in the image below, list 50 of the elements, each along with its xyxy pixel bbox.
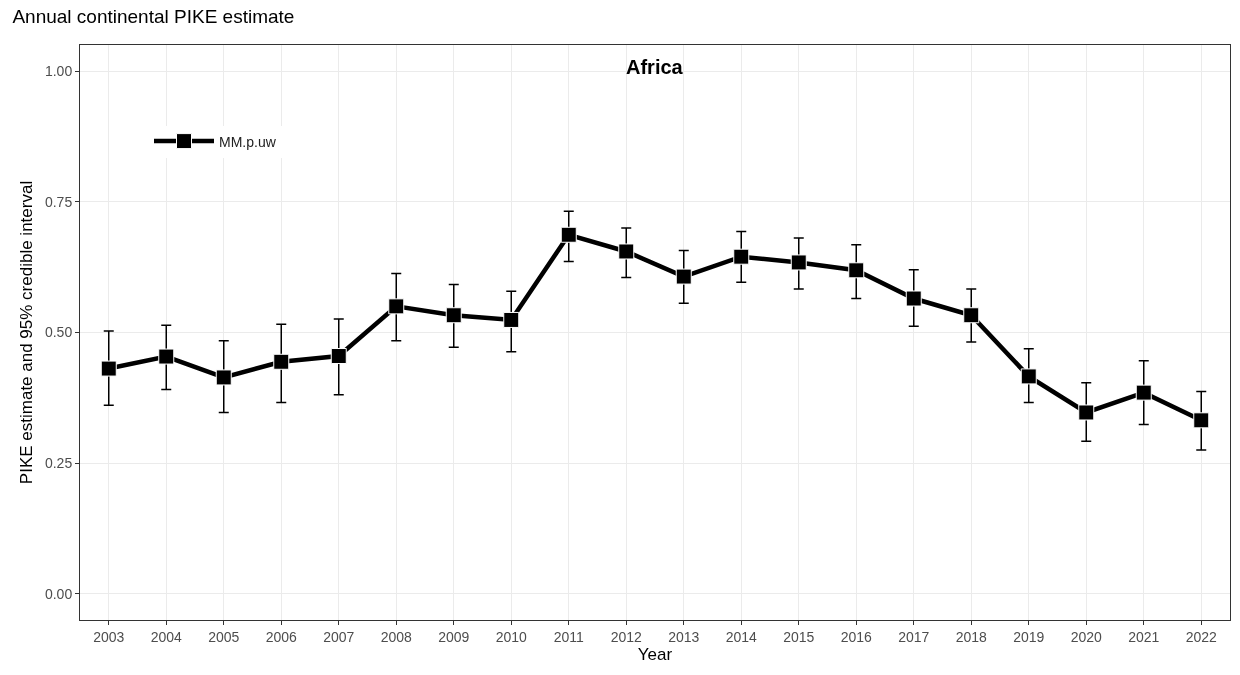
x-tick-label: 2004 <box>150 628 183 645</box>
point <box>790 254 807 271</box>
annotation: Africa <box>626 56 684 78</box>
point <box>388 298 405 315</box>
point <box>1135 384 1152 401</box>
x-tick-label: 2006 <box>265 628 298 645</box>
x-tick-label: 2009 <box>438 628 470 645</box>
point <box>273 353 290 370</box>
point <box>158 348 175 365</box>
point <box>675 268 692 285</box>
y-axis-title: PIKE estimate and 95% credible interval <box>16 180 36 485</box>
x-tick-label: 2003 <box>93 628 125 645</box>
point <box>100 360 117 377</box>
point <box>905 290 922 307</box>
x-tick-label: 2011 <box>553 628 585 645</box>
y-tick-label: 0.50 <box>44 324 73 341</box>
point <box>503 311 520 328</box>
x-tick-label: 2012 <box>610 628 643 645</box>
point <box>560 226 577 243</box>
point <box>963 307 980 324</box>
x-tick-label: 2021 <box>1128 628 1160 645</box>
x-tick-label: 2008 <box>380 628 413 645</box>
x-tick-label: 2019 <box>1013 628 1045 645</box>
point <box>848 262 865 279</box>
x-tick-label: 2005 <box>208 628 240 645</box>
chart-title: Annual continental PIKE estimate <box>12 6 295 28</box>
x-tick-label: 2014 <box>725 628 758 645</box>
legend-label: MM.p.uw <box>219 133 277 150</box>
x-tick-label: 2022 <box>1185 628 1218 645</box>
y-tick-label: 0.25 <box>44 455 73 472</box>
point <box>1078 404 1095 421</box>
point <box>733 248 750 265</box>
x-tick-label: 2017 <box>898 628 930 645</box>
x-tick-label: 2013 <box>668 628 700 645</box>
x-tick-label: 2010 <box>495 628 528 645</box>
x-tick-label: 2015 <box>783 628 815 645</box>
y-tick-label: 0.00 <box>44 585 73 602</box>
point <box>1020 368 1037 385</box>
x-tick-label: 2016 <box>840 628 873 645</box>
point <box>618 243 635 260</box>
x-axis-title: Year <box>637 645 673 665</box>
x-tick-label: 2018 <box>955 628 988 645</box>
point <box>445 307 462 324</box>
x-tick-label: 2020 <box>1070 628 1103 645</box>
point <box>330 348 347 365</box>
point <box>215 369 232 386</box>
point <box>1193 412 1210 429</box>
y-tick-label: 1.00 <box>44 63 73 80</box>
x-tick-label: 2007 <box>323 628 355 645</box>
y-tick-label: 0.75 <box>44 193 73 210</box>
